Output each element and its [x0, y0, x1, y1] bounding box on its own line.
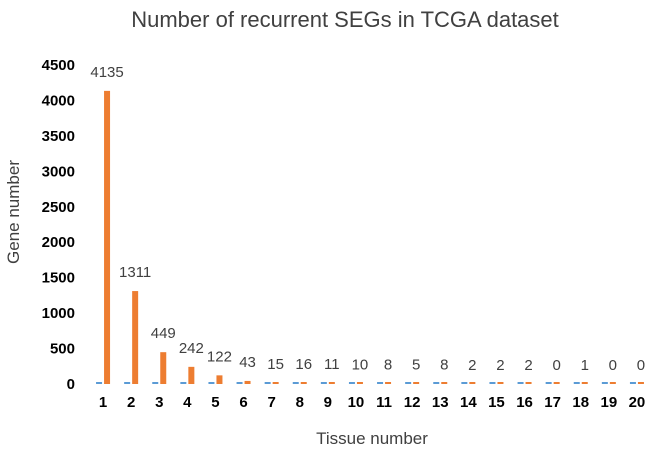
- bar-series-2: [244, 380, 251, 384]
- bars: [96, 90, 644, 384]
- bar-series-1: [292, 382, 299, 384]
- bar-series-1: [489, 382, 496, 384]
- bar-series-2: [104, 90, 111, 384]
- x-axis-title: Tissue number: [316, 429, 428, 448]
- x-tick-label: 11: [376, 394, 392, 411]
- bar-series-1: [545, 382, 552, 384]
- bar-series-1: [405, 382, 412, 384]
- bar-series-1: [208, 382, 215, 384]
- bar-series-2: [356, 382, 363, 384]
- y-tick-label: 1000: [42, 305, 75, 322]
- bar-series-1: [124, 382, 131, 384]
- bar-series-1: [629, 382, 636, 384]
- data-label: 449: [151, 325, 176, 342]
- bar-series-2: [160, 352, 167, 384]
- x-tick-label: 16: [516, 394, 533, 411]
- x-tick-label: 13: [432, 394, 449, 411]
- bar-series-2: [469, 382, 476, 384]
- x-tick-label: 7: [267, 394, 275, 411]
- bar-series-2: [300, 382, 307, 384]
- x-tick-label: 18: [572, 394, 589, 411]
- x-tick-label: 14: [460, 394, 477, 411]
- bar-series-2: [413, 382, 420, 384]
- chart-title: Number of recurrent SEGs in TCGA dataset: [131, 7, 559, 32]
- data-label: 2: [468, 357, 476, 374]
- y-axis-ticks: 0 500 1000 1500 2000 2500 3000 3500 4000 4500: [42, 57, 75, 393]
- y-tick-label: 3000: [42, 163, 75, 180]
- x-tick-label: 1: [99, 394, 107, 411]
- bar-series-1: [152, 382, 159, 384]
- bar-series-2: [188, 366, 195, 384]
- data-label: 2: [496, 357, 504, 374]
- y-tick-label: 0: [67, 376, 75, 393]
- bar-series-2: [581, 382, 588, 384]
- bar-series-2: [272, 382, 279, 384]
- x-tick-label: 10: [348, 394, 365, 411]
- y-tick-label: 4500: [42, 57, 75, 74]
- data-label: 1: [581, 357, 589, 374]
- bar-series-2: [637, 382, 644, 384]
- x-tick-label: 8: [296, 394, 304, 411]
- x-tick-label: 9: [324, 394, 332, 411]
- y-tick-label: 500: [50, 341, 75, 358]
- x-tick-label: 2: [127, 394, 135, 411]
- data-label: 0: [552, 357, 560, 374]
- data-label: 43: [239, 354, 256, 371]
- x-tick-label: 3: [155, 394, 163, 411]
- bar-series-1: [264, 382, 271, 384]
- data-label: 1311: [119, 264, 151, 281]
- bar-series-1: [320, 382, 327, 384]
- y-tick-label: 2500: [42, 199, 75, 216]
- x-tick-label: 19: [601, 394, 618, 411]
- data-label: 15: [267, 356, 284, 373]
- bar-series-1: [461, 382, 468, 384]
- bar-series-1: [601, 382, 608, 384]
- bar-series-2: [216, 375, 223, 384]
- y-tick-label: 4000: [42, 92, 75, 109]
- bar-series-1: [573, 382, 580, 384]
- bar-series-1: [377, 382, 384, 384]
- bar-series-2: [497, 382, 504, 384]
- data-label: 8: [384, 356, 392, 373]
- bar-series-2: [328, 382, 335, 384]
- x-tick-label: 5: [211, 394, 219, 411]
- bar-series-2: [525, 382, 532, 384]
- bar-series-2: [132, 291, 139, 384]
- y-axis-title: Gene number: [4, 160, 23, 264]
- bar-series-2: [385, 382, 392, 384]
- bar-series-1: [180, 382, 187, 384]
- bar-series-2: [441, 382, 448, 384]
- x-tick-label: 20: [629, 394, 646, 411]
- bar-series-1: [236, 382, 243, 384]
- y-tick-label: 3500: [42, 128, 75, 145]
- x-tick-label: 17: [544, 394, 561, 411]
- data-label: 10: [352, 356, 369, 373]
- bar-series-1: [517, 382, 524, 384]
- data-label: 16: [295, 356, 312, 373]
- data-label: 4135: [90, 64, 123, 81]
- data-label: 0: [637, 357, 645, 374]
- y-tick-label: 1500: [42, 270, 75, 287]
- data-label: 2: [524, 357, 532, 374]
- y-tick-label: 2000: [42, 234, 75, 251]
- data-label: 5: [412, 357, 420, 374]
- x-tick-label: 4: [183, 394, 192, 411]
- bar-series-2: [553, 382, 560, 384]
- data-label: 11: [324, 356, 340, 373]
- x-tick-label: 12: [404, 394, 421, 411]
- data-label: 242: [179, 340, 204, 357]
- x-axis-ticks: 1 2 3 4 5 6 7 8 9 10 11 12 13 14 15 16 17 18 19 20: [99, 394, 645, 411]
- x-tick-label: 6: [239, 394, 247, 411]
- data-label: 0: [609, 357, 617, 374]
- data-label: 122: [207, 348, 232, 365]
- bar-series-2: [609, 382, 616, 384]
- bar-series-1: [433, 382, 440, 384]
- bar-series-1: [348, 382, 355, 384]
- data-label: 8: [440, 356, 448, 373]
- x-tick-label: 15: [488, 394, 505, 411]
- bar-series-1: [96, 382, 103, 384]
